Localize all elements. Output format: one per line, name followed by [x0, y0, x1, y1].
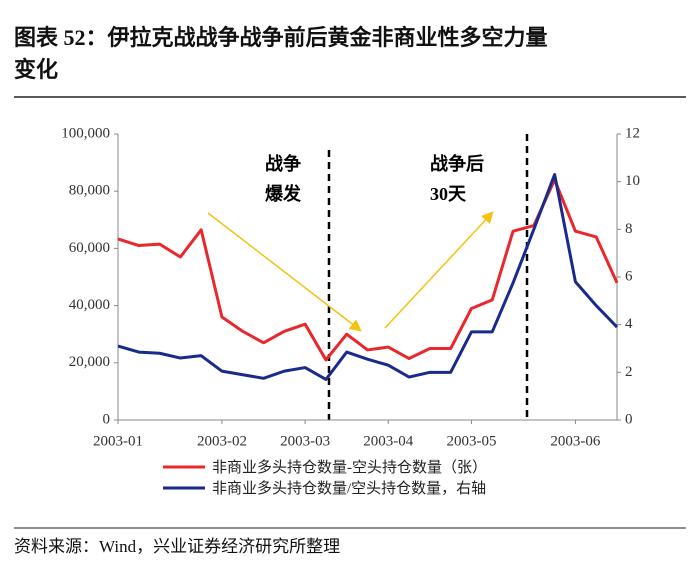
chart-title: 图表 52：伊拉克战战争战争前后黄金非商业性多空力量变化	[14, 25, 548, 82]
x-tick-label: 2003-04	[363, 433, 413, 449]
y2-tick-label: 2	[625, 364, 633, 380]
y2-tick-label: 4	[625, 316, 633, 332]
arrow	[207, 212, 362, 332]
annotation: 30天	[430, 184, 467, 204]
title-line: 图表 52：伊拉克战战争战争前后黄金非商业性多空力量	[14, 25, 548, 50]
y2-tick-label: 10	[625, 173, 640, 189]
annotation: 战争	[265, 153, 301, 174]
series-line	[117, 173, 619, 381]
x-tick-label: 2003-03	[280, 433, 330, 449]
y-tick-label: 80,000	[69, 183, 110, 199]
y-tick-label: 60,000	[69, 240, 110, 256]
y2-tick-label: 12	[625, 125, 640, 141]
legend-label: 非商业多头持仓数量-空头持仓数量（张）	[212, 459, 487, 476]
y-tick-label: 40,000	[69, 297, 110, 313]
x-tick-label: 2003-01	[93, 433, 143, 449]
y2-tick-label: 8	[625, 221, 633, 237]
x-tick-label: 2003-05	[446, 433, 496, 449]
y-tick-label: 20,000	[69, 354, 110, 370]
y2-tick-label: 6	[625, 268, 633, 284]
y-tick-label: 0	[103, 411, 111, 427]
y-tick-label: 100,000	[61, 125, 110, 141]
title-line: 变化	[14, 57, 58, 82]
x-tick-label: 2003-06	[550, 433, 600, 449]
y2-tick-label: 0	[625, 411, 633, 427]
arrow	[384, 211, 494, 329]
annotation: 战争后	[430, 153, 484, 174]
x-tick-label: 2003-02	[197, 433, 247, 449]
source: 资料来源：Wind，兴业证券经济研究所整理	[14, 537, 340, 556]
legend-label: 非商业多头持仓数量/空头持仓数量，右轴	[212, 480, 486, 497]
annotation: 爆发	[265, 183, 302, 204]
